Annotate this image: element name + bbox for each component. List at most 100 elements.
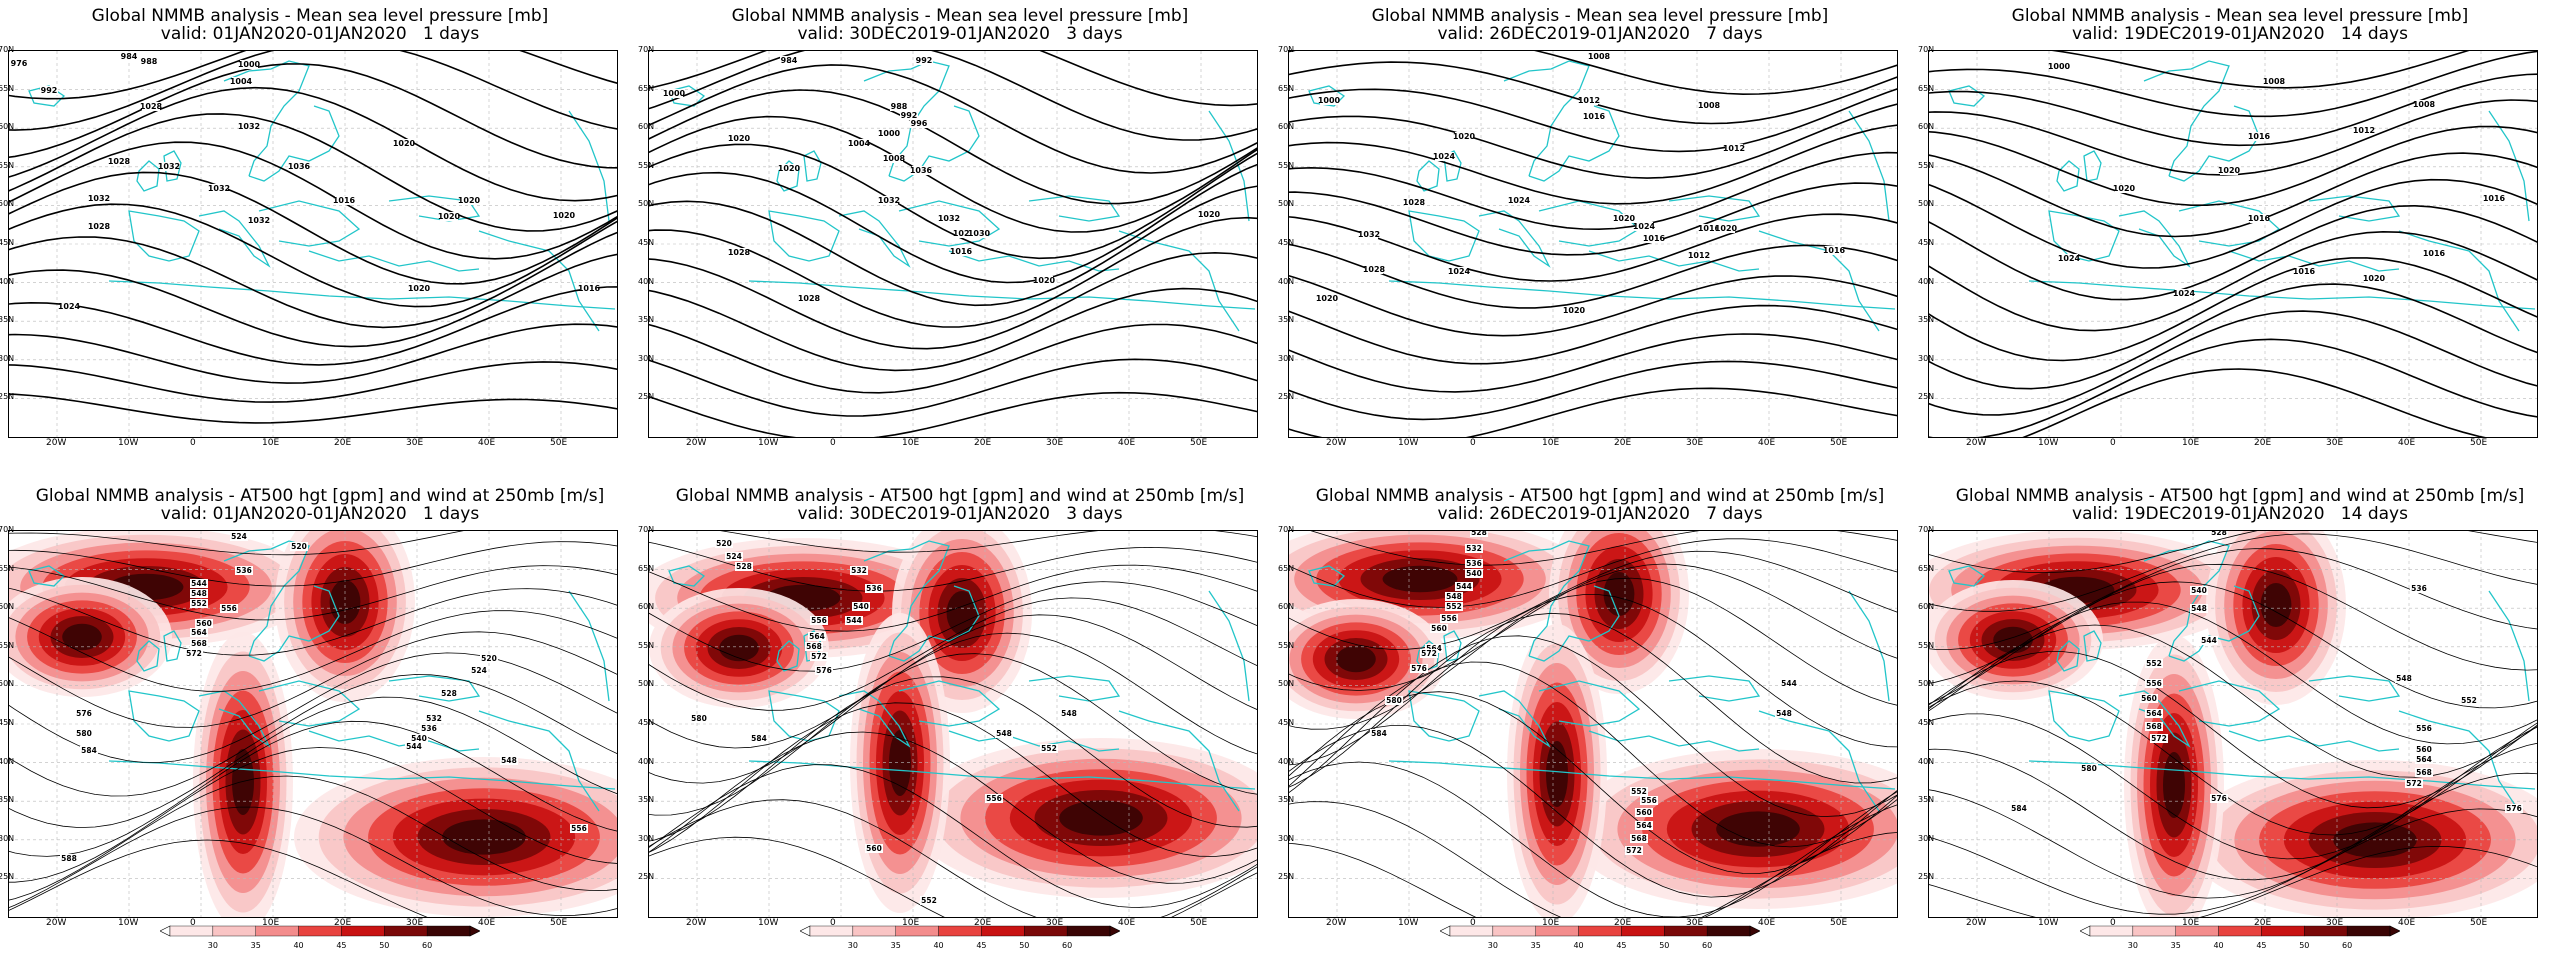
contour-label-bg <box>10 59 28 68</box>
height-contour-label: 580 <box>76 729 92 738</box>
colorbar-arrow-right <box>469 925 481 937</box>
contour-label-bg <box>920 896 938 905</box>
contour-label-bg <box>1435 152 1453 161</box>
map-area: 520 524 528 532 536 540 544 556 564 568 572 576 580 5… <box>648 530 1258 918</box>
height-contour-label: 556 <box>811 616 827 625</box>
longitude-label: 30E <box>406 918 424 928</box>
height-contour-label: 528 <box>736 562 752 571</box>
contour-label-bg <box>665 89 683 98</box>
contour-label-bg <box>2415 755 2433 764</box>
contour-label-bg <box>1440 614 1458 623</box>
colorbar-tick-label: 30 <box>208 941 218 950</box>
map-area: 984 1000 992 988 992 996 1000 1004 1008 1020 1020 1… <box>648 50 1258 438</box>
contour-label-bg <box>2425 249 2443 258</box>
isobar-line <box>9 51 617 100</box>
contour-label-bg <box>1465 569 1483 578</box>
colorbar-tick-label: 60 <box>422 941 432 950</box>
latitude-label: 30N <box>1918 353 1935 363</box>
contour-label-bg <box>160 162 178 171</box>
isobar-label: 1000 <box>238 60 261 69</box>
longitude-label: 40E <box>1118 918 1136 928</box>
height-contour-label: 556 <box>986 794 1002 803</box>
contour-label-bg <box>810 616 828 625</box>
longitude-label: 10E <box>2182 918 2200 928</box>
contour-label-bg <box>142 102 160 111</box>
colorbar-segment <box>2089 925 2134 937</box>
isobar-line <box>649 358 1257 417</box>
longitude-label: 20W <box>1326 918 1347 928</box>
wind-speed-shading <box>1603 572 1635 616</box>
height-contour-label: 560 <box>2141 694 2157 703</box>
panel-subtitle: valid: 26DEC2019-01JAN2020 7 days <box>1437 24 1763 44</box>
latitude-label: 65N <box>1278 83 1295 93</box>
isobar-line <box>1929 338 2537 437</box>
contour-label-bg <box>2080 764 2098 773</box>
contour-label-bg <box>290 542 308 551</box>
wind-speed-shading <box>62 623 102 651</box>
latitude-label: 55N <box>1918 160 1935 170</box>
isobar-label: 1020 <box>728 134 751 143</box>
coastline <box>2048 210 2120 262</box>
contour-label-bg <box>1717 224 1735 233</box>
longitude-label: 20E <box>2254 918 2272 928</box>
coastline <box>1308 565 1346 587</box>
isobar-label: 1016 <box>2293 267 2316 276</box>
isobar-line <box>649 89 1257 205</box>
coastline <box>136 160 160 192</box>
isobar-line <box>1929 230 2537 332</box>
latitude-label: 70N <box>0 45 15 54</box>
height-contour-line <box>1289 725 1897 898</box>
isobar-label: 1020 <box>393 139 416 148</box>
height-contour-label: 532 <box>851 566 867 575</box>
height-contour-line <box>1929 713 2537 860</box>
map-area: 976 984 988 992 1000 1004 1028 1032 1028 1032 1036… <box>8 50 618 438</box>
longitude-label: 20E <box>334 438 352 448</box>
latitude-label: 25N <box>0 872 15 882</box>
contour-label-bg <box>1318 294 1336 303</box>
coastline <box>1588 250 1760 272</box>
longitude-label: 20W <box>686 438 707 448</box>
wind-speed-shading <box>1716 811 1800 847</box>
latitude-label: 50N <box>1278 199 1295 209</box>
contour-label-bg <box>2250 214 2268 223</box>
latitude-label: 45N <box>1918 238 1935 247</box>
longitude-label: 10E <box>1542 438 1560 448</box>
height-contour-label: 528 <box>441 689 457 698</box>
isobar-line <box>9 393 617 424</box>
map-svg: 1000100810121016100810121020102410281032… <box>1289 51 1897 437</box>
isobar-line <box>1289 182 1897 256</box>
height-contour-line <box>1929 845 2537 917</box>
isobar-label: 1004 <box>848 139 871 148</box>
colorbar-tick-label: 35 <box>251 941 261 950</box>
panel-title: Global NMMB analysis - Mean sea level pr… <box>2011 6 2469 26</box>
height-contour-label: 560 <box>196 619 212 628</box>
colorbar-tick-label: 35 <box>891 941 901 950</box>
wind-speed-shading <box>946 591 978 635</box>
height-contour-label: 540 <box>853 602 869 611</box>
contour-label-bg <box>2415 745 2433 754</box>
height-contour-line <box>649 614 1257 749</box>
isobar-line <box>1289 51 1897 96</box>
height-contour-label: 572 <box>1626 846 1642 855</box>
height-contour-label: 584 <box>751 734 767 743</box>
height-contour-label: 572 <box>811 652 827 661</box>
colorbar-tick-label: 45 <box>336 941 346 950</box>
contour-label-bg <box>2175 289 2193 298</box>
latitude-label: 70N <box>1278 525 1295 534</box>
contour-label-bg <box>890 102 908 111</box>
height-contour-label: 568 <box>1631 834 1647 843</box>
latitude-label: 40N <box>1918 276 1935 286</box>
panel-title: Global NMMB analysis - Mean sea level pr… <box>91 6 549 26</box>
contour-label-bg <box>852 602 870 611</box>
isobar-label: 1020 <box>458 196 481 205</box>
coastline <box>888 105 980 182</box>
isobar-label: 1024 <box>1508 196 1531 205</box>
coastline <box>2083 150 2102 182</box>
latitude-label: 35N <box>1278 315 1295 325</box>
height-contour-label: 568 <box>2146 722 2162 731</box>
isobar-label: 1020 <box>1613 214 1636 223</box>
z500-wind-map-panel: Global NMMB analysis - AT500 hgt [gpm] a… <box>0 480 640 960</box>
latitude-label: 25N <box>1918 392 1935 402</box>
longitude-label: 0 <box>830 918 836 928</box>
coastline <box>28 565 66 587</box>
